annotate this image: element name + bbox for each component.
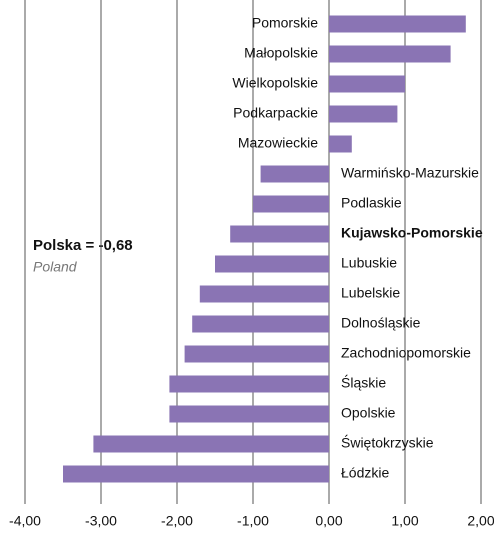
bar	[215, 255, 329, 273]
bar	[260, 165, 329, 183]
bar	[184, 345, 329, 363]
x-tick-label: -4,00	[9, 513, 41, 529]
category-label: Opolskie	[341, 405, 396, 421]
bar	[329, 15, 466, 33]
category-label: Podlaskie	[341, 195, 402, 211]
bar	[93, 435, 330, 453]
bar	[169, 405, 329, 423]
bar	[230, 225, 329, 243]
bar	[63, 465, 329, 483]
category-label: Śląskie	[341, 374, 386, 391]
bar	[199, 285, 329, 303]
category-label: Wielkopolskie	[232, 75, 318, 91]
bar	[253, 195, 329, 213]
category-label: Lubuskie	[341, 255, 397, 271]
category-label: Kujawsko-Pomorskie	[341, 225, 483, 241]
annotation-sub: Poland	[33, 259, 78, 275]
category-label: Świętokrzyskie	[341, 434, 434, 451]
bar	[192, 315, 329, 333]
category-label: Podkarpackie	[233, 105, 318, 121]
x-tick-label: 1,00	[391, 513, 418, 529]
category-label: Łódzkie	[341, 465, 389, 481]
x-tick-label: 2,00	[467, 513, 494, 529]
category-label: Pomorskie	[252, 15, 318, 31]
bar	[329, 135, 352, 153]
bar	[329, 45, 451, 63]
bar	[329, 105, 398, 123]
x-tick-label: -3,00	[85, 513, 117, 529]
category-label: Warmińsko-Mazurskie	[341, 165, 479, 181]
annotation: Polska = -0,68	[33, 237, 133, 254]
bar	[169, 375, 329, 393]
x-tick-label: -1,00	[237, 513, 269, 529]
bar	[329, 75, 405, 93]
category-label: Małopolskie	[244, 45, 318, 61]
category-label: Lubelskie	[341, 285, 400, 301]
x-tick-label: 0,00	[315, 513, 342, 529]
category-label: Dolnośląskie	[341, 315, 421, 331]
category-label: Zachodniopomorskie	[341, 345, 471, 361]
x-tick-label: -2,00	[161, 513, 193, 529]
category-label: Mazowieckie	[238, 135, 318, 151]
